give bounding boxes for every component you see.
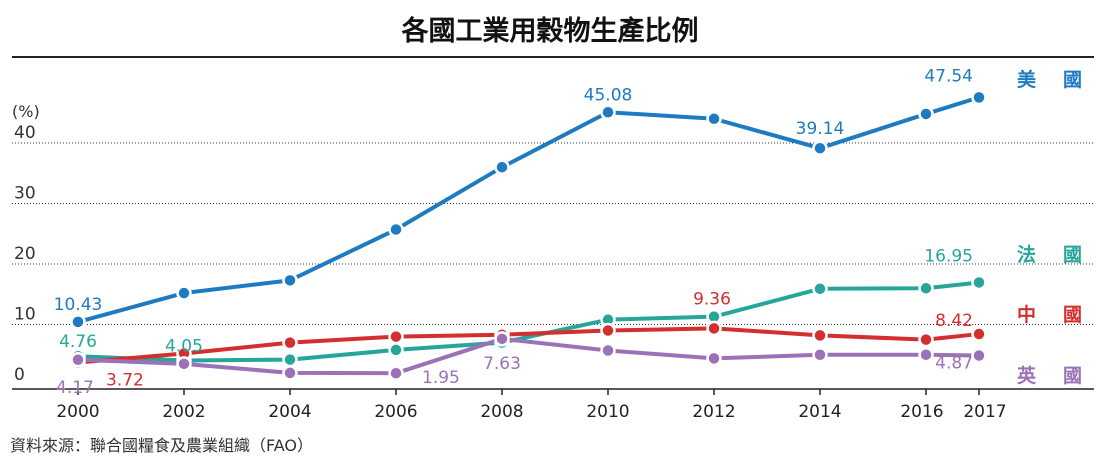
data-point-3-2000 bbox=[70, 352, 86, 368]
data-label-2-2000: 3.72 bbox=[106, 370, 144, 390]
y-tick-label-10: 10 bbox=[14, 305, 36, 325]
series-line-0 bbox=[76, 95, 981, 324]
data-point-3-2008 bbox=[494, 331, 510, 347]
data-point-2-2006 bbox=[388, 328, 404, 345]
data-label-0-2000: 10.43 bbox=[54, 295, 103, 315]
data-point-3-2014 bbox=[812, 347, 828, 363]
data-point-1-2004 bbox=[282, 351, 298, 368]
data-label-3-2000: 4.17 bbox=[56, 378, 94, 398]
data-point-2-2017 bbox=[971, 326, 987, 342]
data-labels: 10.43 45.08 39.14 47.54 4.76 4.05 16.95 3.72 9.3… bbox=[54, 66, 973, 397]
data-point-2-2012 bbox=[706, 320, 722, 337]
data-point-2-2004 bbox=[282, 334, 298, 351]
data-point-0-2002 bbox=[176, 285, 192, 301]
series-line-2 bbox=[76, 326, 981, 365]
data-point-3-2002 bbox=[176, 356, 192, 372]
data-label-3-2017: 4.87 bbox=[935, 354, 973, 374]
source-note: 資料來源：聯合國糧食及農業組織（FAO） bbox=[10, 436, 313, 455]
data-label-2-2012: 9.36 bbox=[693, 289, 731, 309]
x-tick-label-2008: 2008 bbox=[480, 402, 523, 422]
data-point-3-2006 bbox=[388, 365, 404, 381]
data-label-1-2000: 4.76 bbox=[59, 332, 97, 352]
y-tick-label-0: 0 bbox=[14, 365, 25, 385]
y-unit-label: (%) bbox=[12, 102, 40, 121]
country-suffix-1: 國 bbox=[1063, 244, 1082, 266]
country-name-3: 英 bbox=[1017, 364, 1037, 387]
y-tick-label-30: 30 bbox=[14, 184, 36, 204]
data-label-1-2002: 4.05 bbox=[165, 336, 203, 356]
data-point-3-2016 bbox=[918, 347, 934, 363]
data-point-1-2014 bbox=[812, 281, 828, 297]
x-tick-label-2002: 2002 bbox=[162, 402, 205, 422]
axes: 0 10 20 30 40 2000 2002 2004 2006 2008 2010 2012 201… bbox=[12, 123, 1094, 422]
y-tick-label-20: 20 bbox=[14, 244, 36, 264]
x-tick-label-2012: 2012 bbox=[692, 402, 735, 422]
x-tick-label-2014: 2014 bbox=[798, 402, 841, 422]
data-point-0-2008 bbox=[494, 159, 510, 175]
data-label-0-2017: 47.54 bbox=[924, 66, 973, 86]
data-label-3-2008: 7.63 bbox=[483, 354, 521, 374]
country-name-1: 法 bbox=[1017, 243, 1036, 266]
data-point-2-2016 bbox=[918, 331, 934, 348]
data-point-0-2017 bbox=[971, 89, 987, 106]
x-tick-label-2000: 2000 bbox=[56, 402, 99, 422]
x-tick-label-2004: 2004 bbox=[268, 402, 311, 422]
data-label-1-2017: 16.95 bbox=[924, 246, 973, 266]
data-point-2-2014 bbox=[812, 327, 828, 344]
data-label-0-2010: 45.08 bbox=[584, 85, 633, 105]
x-tick-label-2006: 2006 bbox=[374, 402, 417, 422]
data-point-0-2016 bbox=[918, 106, 934, 122]
data-point-0-2012 bbox=[706, 111, 722, 127]
country-suffix-2: 國 bbox=[1063, 304, 1082, 326]
data-point-0-2006 bbox=[388, 221, 404, 238]
data-point-1-2006 bbox=[388, 342, 404, 358]
country-name-2: 中 bbox=[1017, 303, 1036, 326]
data-point-3-2017 bbox=[971, 347, 987, 364]
x-tick-label-2017: 2017 bbox=[963, 402, 1006, 422]
country-labels: 美國法 國中 國英國 bbox=[1017, 68, 1082, 387]
data-label-0-2014: 39.14 bbox=[796, 119, 845, 139]
data-point-0-2010 bbox=[600, 104, 616, 121]
data-point-0-2014 bbox=[812, 140, 828, 156]
country-suffix-0: 國 bbox=[1063, 69, 1082, 91]
country-name-0: 美 bbox=[1017, 68, 1037, 91]
data-point-3-2004 bbox=[282, 365, 298, 381]
data-point-0-2004 bbox=[282, 272, 298, 289]
data-point-3-2012 bbox=[706, 350, 722, 367]
x-tick-label-2016: 2016 bbox=[900, 402, 943, 422]
data-point-2-2010 bbox=[600, 322, 616, 339]
series-line-3 bbox=[76, 336, 981, 376]
data-point-1-2017 bbox=[971, 274, 987, 291]
data-point-0-2000 bbox=[70, 314, 86, 330]
country-suffix-3: 國 bbox=[1063, 365, 1082, 387]
data-label-3-2006: 1.95 bbox=[422, 368, 460, 388]
chart-title: 各國工業用穀物生產比例 bbox=[401, 15, 699, 47]
x-tick-label-2010: 2010 bbox=[586, 402, 629, 422]
data-point-3-2010 bbox=[600, 342, 616, 359]
data-points bbox=[70, 89, 987, 381]
y-tick-label-40: 40 bbox=[14, 123, 36, 143]
data-point-1-2016 bbox=[918, 280, 934, 296]
data-label-2-2017: 8.42 bbox=[935, 311, 973, 331]
series-lines bbox=[76, 95, 981, 376]
